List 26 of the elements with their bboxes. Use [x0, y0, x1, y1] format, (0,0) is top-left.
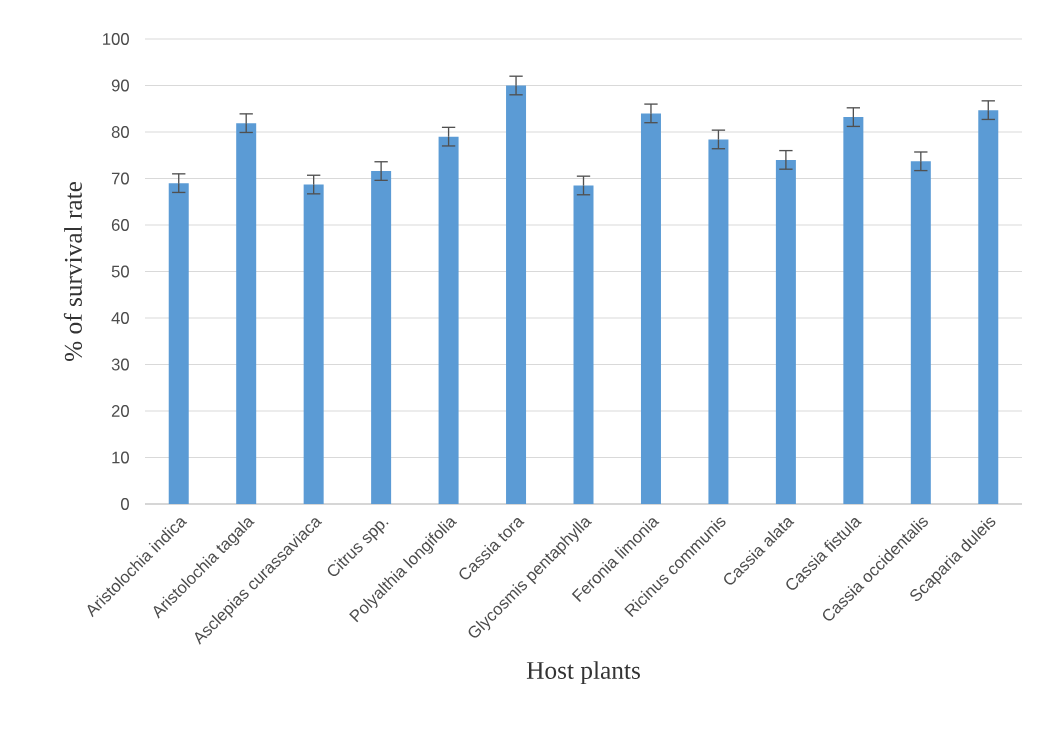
bar [843, 117, 864, 504]
y-tick-label: 10 [112, 451, 129, 464]
bar [978, 110, 999, 504]
bar [438, 136, 459, 504]
bar [708, 139, 729, 504]
y-axis-title: % of survival rate [63, 181, 82, 362]
bar [775, 159, 796, 504]
y-tick-label: 0 [121, 498, 129, 510]
y-tick-label: 40 [111, 312, 129, 324]
y-tick-label: 90 [111, 79, 129, 92]
x-axis-title: Host plants [526, 661, 640, 685]
y-tick-label: 30 [111, 358, 129, 371]
bar [506, 85, 527, 504]
bar [640, 113, 661, 504]
y-tick-label: 60 [111, 219, 129, 231]
y-tick-label: 20 [111, 405, 129, 417]
y-tick-label: 50 [111, 265, 129, 278]
bar [910, 161, 931, 504]
bar [303, 184, 324, 504]
bar [236, 123, 257, 504]
bar [168, 183, 189, 504]
y-tick-label: 70 [111, 172, 129, 185]
y-tick-label: 100 [103, 33, 129, 45]
y-tick-label: 80 [111, 126, 129, 138]
bar [573, 185, 594, 504]
bar [371, 171, 392, 504]
